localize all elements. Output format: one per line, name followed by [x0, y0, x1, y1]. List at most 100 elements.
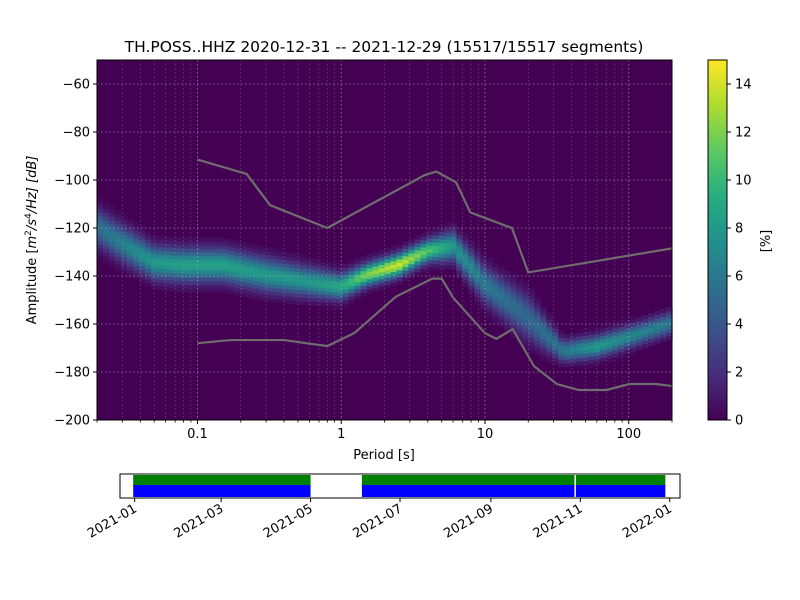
density-cell — [138, 272, 146, 277]
density-cell — [294, 260, 302, 265]
density-cell — [252, 266, 260, 271]
density-cell — [354, 277, 362, 283]
density-cell — [342, 281, 350, 286]
density-cell — [618, 333, 625, 338]
high-noise-model-line — [197, 158, 672, 274]
density-cell — [330, 284, 338, 289]
density-cell — [114, 234, 122, 239]
density-cell — [588, 348, 595, 354]
density-cell — [336, 305, 344, 311]
density-cell — [114, 263, 122, 268]
density-cell — [192, 252, 200, 257]
density-cell — [186, 262, 194, 267]
density-cell — [624, 317, 631, 322]
density-cell — [324, 283, 332, 289]
density-cell — [312, 272, 320, 277]
density-cell — [372, 258, 380, 264]
density-cell — [498, 282, 505, 288]
density-cell — [108, 263, 116, 268]
density-cell — [528, 320, 535, 325]
density-cell — [276, 291, 284, 296]
density-cell — [570, 362, 577, 367]
density-cell — [318, 287, 326, 292]
density-cell — [354, 263, 362, 268]
density-cell — [642, 329, 649, 334]
density-cell — [444, 253, 451, 259]
density-cell — [180, 244, 188, 249]
density-cell — [228, 279, 236, 284]
density-cell — [258, 278, 266, 283]
density-cell — [97, 237, 104, 242]
density-cell — [552, 350, 559, 355]
density-cell — [492, 277, 499, 282]
density-cell — [534, 307, 541, 313]
density-cell — [594, 344, 601, 349]
density-cell — [144, 260, 152, 266]
density-cell — [276, 269, 284, 275]
density-cell — [354, 270, 362, 275]
density-cell — [444, 261, 451, 266]
density-cell — [462, 282, 469, 287]
density-cell — [522, 298, 529, 303]
density-cell — [102, 259, 110, 264]
density-cell — [546, 344, 553, 349]
density-cell — [438, 224, 445, 229]
density-cell — [516, 303, 523, 308]
density-cell — [432, 256, 440, 261]
density-cell — [420, 257, 428, 262]
density-cell — [468, 273, 475, 278]
density-cell — [528, 305, 535, 311]
density-cell — [456, 227, 463, 232]
density-cell — [276, 259, 284, 264]
density-cell — [408, 245, 416, 250]
density-cell — [264, 297, 272, 302]
density-cell — [498, 293, 505, 298]
density-cell — [414, 239, 422, 244]
density-cell — [378, 253, 386, 258]
density-cell — [546, 358, 553, 363]
density-cell — [546, 330, 553, 335]
density-cell — [102, 248, 110, 253]
density-cell — [414, 260, 422, 265]
timeline-axis: 2021-01 2021-03 2021-05 2021-07 2021-09 2021-… — [85, 498, 675, 542]
density-cell — [108, 219, 116, 225]
density-cell — [504, 306, 511, 311]
density-cell — [384, 269, 392, 274]
density-cell — [390, 278, 398, 283]
density-cell — [600, 360, 607, 365]
density-cell — [210, 288, 218, 293]
density-cell — [264, 265, 272, 270]
density-cell — [480, 290, 487, 295]
density-cell — [522, 330, 529, 335]
density-cell — [576, 357, 583, 362]
density-cell — [132, 229, 140, 235]
density-cell — [372, 262, 380, 267]
density-cell — [528, 302, 535, 307]
density-cell — [252, 262, 260, 268]
density-cell — [528, 295, 535, 300]
density-cell — [360, 277, 368, 283]
density-cell — [588, 330, 595, 336]
density-cell — [486, 268, 493, 273]
density-cell — [420, 232, 428, 237]
density-cell — [504, 324, 511, 329]
processed-interval — [133, 475, 311, 485]
density-cell — [558, 334, 565, 339]
density-cell — [618, 319, 625, 324]
density-cell — [510, 287, 517, 292]
density-cell — [198, 284, 206, 289]
density-cell — [510, 308, 517, 313]
density-cell — [474, 245, 481, 251]
density-cell — [468, 240, 475, 246]
density-cell — [246, 283, 254, 288]
density-cell — [138, 257, 146, 263]
density-cell — [318, 294, 326, 299]
density-cell — [348, 267, 356, 272]
density-cell — [540, 338, 547, 343]
density-cell — [342, 303, 350, 308]
density-cell — [252, 255, 260, 260]
density-cell — [510, 323, 517, 328]
density-cell — [222, 249, 230, 254]
density-cell — [480, 283, 487, 288]
density-cell — [300, 282, 308, 287]
